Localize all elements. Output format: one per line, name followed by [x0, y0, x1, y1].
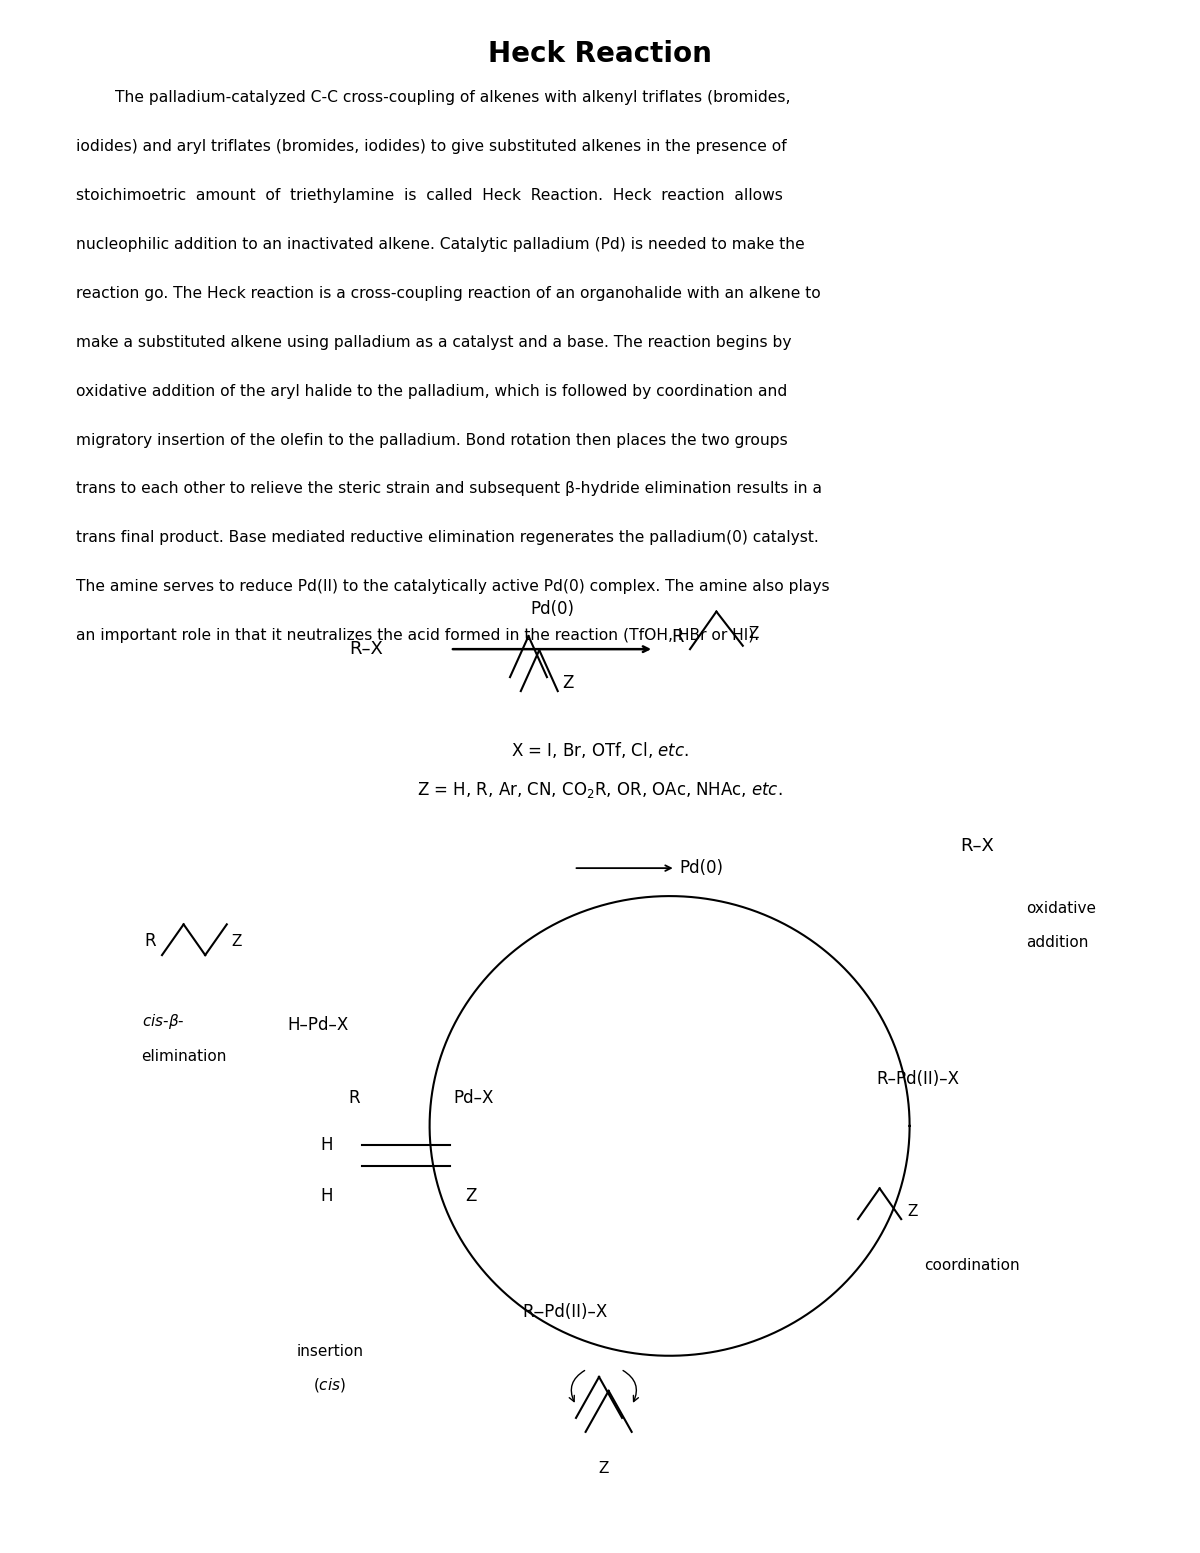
Text: addition: addition: [1026, 935, 1088, 950]
Text: Pd(0): Pd(0): [530, 599, 574, 618]
Text: insertion: insertion: [296, 1343, 364, 1359]
Text: an important role in that it neutralizes the acid formed in the reaction (TfOH, : an important role in that it neutralizes…: [76, 629, 758, 643]
Text: H: H: [320, 1135, 332, 1154]
Text: R–Pd(II)–X: R–Pd(II)–X: [876, 1070, 959, 1089]
Text: oxidative addition of the aryl halide to the palladium, which is followed by coo: oxidative addition of the aryl halide to…: [76, 384, 787, 399]
Text: Z: Z: [563, 674, 574, 693]
Text: Z: Z: [232, 933, 242, 949]
Text: migratory insertion of the olefin to the palladium. Bond rotation then places th: migratory insertion of the olefin to the…: [76, 433, 787, 447]
Text: R: R: [144, 932, 156, 950]
Text: Z: Z: [466, 1186, 476, 1205]
Text: R: R: [348, 1089, 360, 1107]
Text: X = I, Br, OTf, Cl, $\it{etc.}$: X = I, Br, OTf, Cl, $\it{etc.}$: [511, 741, 689, 759]
Text: Heck Reaction: Heck Reaction: [488, 40, 712, 68]
Text: iodides) and aryl triflates (bromides, iodides) to give substituted alkenes in t: iodides) and aryl triflates (bromides, i…: [76, 140, 786, 154]
Text: reaction go. The Heck reaction is a cross-coupling reaction of an organohalide w: reaction go. The Heck reaction is a cros…: [76, 286, 821, 301]
Text: Z: Z: [749, 626, 760, 641]
Text: trans to each other to relieve the steric strain and subsequent β-hydride elimin: trans to each other to relieve the steri…: [76, 481, 822, 497]
Text: The amine serves to reduce Pd(II) to the catalytically active Pd(0) complex. The: The amine serves to reduce Pd(II) to the…: [76, 579, 829, 595]
Text: $\it{cis}$-$\beta$-: $\it{cis}$-$\beta$-: [142, 1013, 184, 1031]
Text: R‒Pd(II)–X: R‒Pd(II)–X: [522, 1303, 607, 1322]
Text: H: H: [320, 1186, 332, 1205]
Text: ($\it{cis}$): ($\it{cis}$): [313, 1376, 347, 1395]
Text: Z = H, R, Ar, CN, CO$_2$R, OR, OAc, NHAc, $\it{etc.}$: Z = H, R, Ar, CN, CO$_2$R, OR, OAc, NHAc…: [418, 781, 782, 800]
Text: elimination: elimination: [142, 1048, 227, 1064]
Text: H–Pd–X: H–Pd–X: [287, 1016, 349, 1034]
Text: Z: Z: [907, 1204, 918, 1219]
Text: coordination: coordination: [924, 1258, 1020, 1273]
Text: trans final product. Base mediated reductive elimination regenerates the palladi: trans final product. Base mediated reduc…: [76, 531, 818, 545]
Text: nucleophilic addition to an inactivated alkene. Catalytic palladium (Pd) is need: nucleophilic addition to an inactivated …: [76, 238, 804, 252]
Text: make a substituted alkene using palladium as a catalyst and a base. The reaction: make a substituted alkene using palladiu…: [76, 335, 791, 349]
Text: R: R: [672, 627, 684, 646]
Text: oxidative: oxidative: [1026, 901, 1096, 916]
Text: Pd–X: Pd–X: [454, 1089, 494, 1107]
Text: The palladium-catalyzed C-C cross-coupling of alkenes with alkenyl triflates (br: The palladium-catalyzed C-C cross-coupli…: [76, 90, 790, 106]
Text: R–X: R–X: [960, 837, 994, 856]
Text: R–X: R–X: [349, 640, 383, 658]
Text: stoichimoetric  amount  of  triethylamine  is  called  Heck  Reaction.  Heck  re: stoichimoetric amount of triethylamine i…: [76, 188, 782, 203]
Text: Pd(0): Pd(0): [679, 859, 724, 877]
Text: Z: Z: [599, 1461, 610, 1477]
